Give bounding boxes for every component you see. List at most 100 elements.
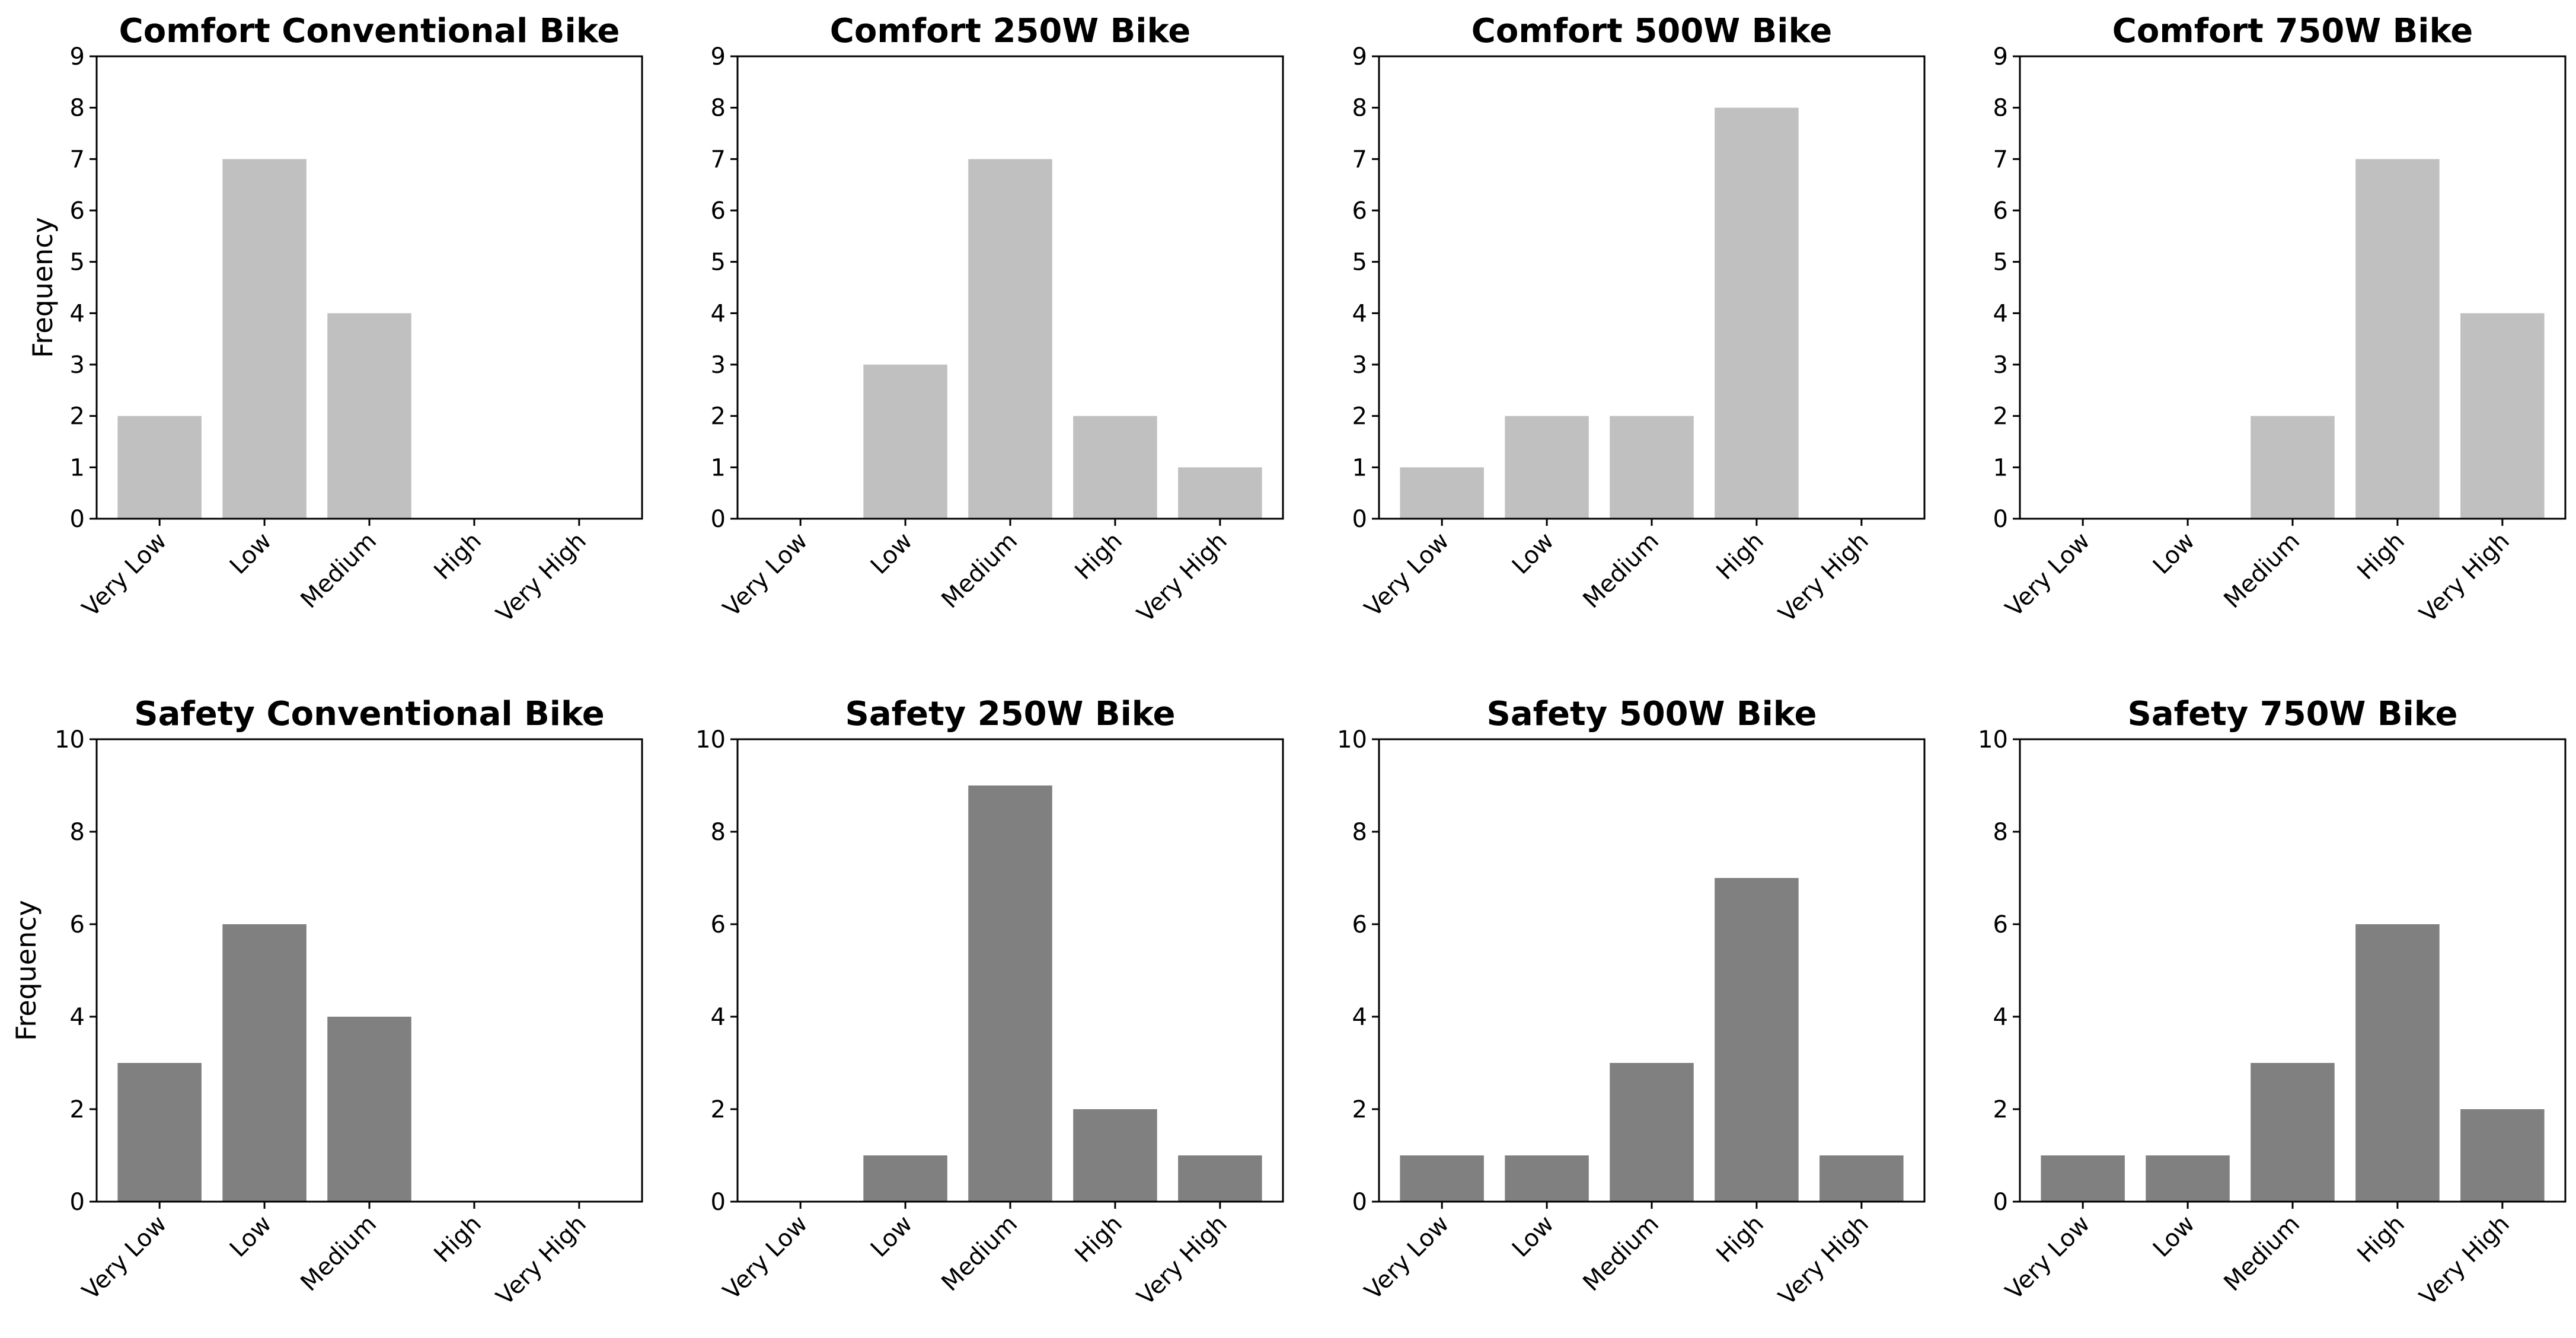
y-tick-label: 1 <box>1993 454 2008 481</box>
y-tick-label: 0 <box>1993 506 2008 533</box>
chart-panel-7: 0 2 4 6 8 10 Very Low Low Medium High Very High Saf… <box>1337 695 1926 1311</box>
x-tick-label: Low <box>2148 528 2200 580</box>
y-tick-label: 4 <box>711 1004 726 1031</box>
x-tick-label: Very High <box>1773 528 1873 628</box>
x-tick-label: High <box>1711 1211 1769 1269</box>
x-tick-label: Very Low <box>718 1211 813 1305</box>
bar-medium <box>327 313 411 519</box>
bar-low <box>863 1155 947 1202</box>
bar-high <box>2355 924 2440 1202</box>
x-tick-label: Low <box>1507 1211 1559 1263</box>
bar-medium <box>968 159 1052 519</box>
x-tick-label: Medium <box>2219 1211 2305 1297</box>
chart-panel-1: 0 1 2 3 4 5 6 7 8 9 Very Low Low Medium High Very High… <box>27 12 643 628</box>
y-tick-label: 0 <box>711 506 726 533</box>
y-tick-label: 2 <box>70 1096 85 1123</box>
y-tick-label: 4 <box>1352 300 1367 327</box>
y-tick-label: 6 <box>70 911 85 938</box>
y-tick-label: 4 <box>70 1004 85 1031</box>
x-tick-label: Medium <box>1578 1211 1664 1297</box>
x-tick-label: High <box>2352 1211 2410 1269</box>
y-tick-label: 2 <box>1993 1096 2008 1123</box>
y-tick-label: 4 <box>711 300 726 327</box>
y-tick-label: 6 <box>711 911 726 938</box>
x-tick-label: Very High <box>1132 1211 1232 1311</box>
y-tick-label: 7 <box>1352 146 1367 173</box>
y-tick-label: 9 <box>1993 43 2008 71</box>
y-tick-label: 8 <box>1352 95 1367 122</box>
x-tick-label: Medium <box>936 528 1023 614</box>
x-tick-label: High <box>2352 528 2410 586</box>
bar-high <box>1073 416 1157 519</box>
bar-high <box>1715 107 1799 519</box>
y-tick-label: 6 <box>1352 197 1367 225</box>
chart-panel-6: 0 2 4 6 8 10 Very Low Low Medium High Very High Saf… <box>695 695 1284 1311</box>
y-tick-label: 2 <box>711 1096 726 1123</box>
bar-very-high <box>1178 467 1262 519</box>
y-tick-label: 2 <box>1352 403 1367 430</box>
bar-very-high <box>1820 1155 1904 1202</box>
x-tick-label: Very High <box>2414 1211 2514 1311</box>
x-tick-label: Very Low <box>1359 528 1454 622</box>
chart-panel-8: 0 2 4 6 8 10 Very Low Low Medium High Very High Saf… <box>1978 695 2567 1311</box>
bar-low <box>863 365 947 519</box>
y-tick-label: 10 <box>695 726 726 753</box>
x-tick-label: Low <box>225 528 277 580</box>
x-tick-label: High <box>429 1211 487 1269</box>
x-tick-label: Very High <box>1773 1211 1873 1311</box>
y-tick-label: 3 <box>70 352 85 379</box>
chart-title: Safety 750W Bike <box>2128 695 2458 733</box>
y-tick-label: 3 <box>1352 352 1367 379</box>
y-axis-label: Frequency <box>27 217 59 358</box>
y-tick-label: 9 <box>711 43 726 71</box>
y-tick-label: 10 <box>1337 726 1367 753</box>
chart-title: Safety 250W Bike <box>845 695 1176 733</box>
y-tick-label: 8 <box>711 819 726 846</box>
y-tick-label: 8 <box>711 95 726 122</box>
y-tick-label: 1 <box>70 454 85 481</box>
bar-high <box>1073 1109 1157 1202</box>
bar-medium <box>2251 1063 2335 1202</box>
y-tick-label: 10 <box>55 726 85 753</box>
chart-title: Safety Conventional Bike <box>134 695 604 733</box>
bar-very-low <box>1400 467 1484 519</box>
x-tick-label: Very High <box>491 528 591 628</box>
y-tick-label: 7 <box>711 146 726 173</box>
y-tick-label: 5 <box>1993 249 2008 276</box>
x-tick-label: Very Low <box>718 528 813 622</box>
y-tick-label: 8 <box>70 819 85 846</box>
bar-high <box>1715 878 1799 1202</box>
x-tick-label: Very Low <box>2000 1211 2095 1305</box>
chart-panel-3: 0 1 2 3 4 5 6 7 8 9 Very Low Low Medium High Very High… <box>1352 12 1926 628</box>
bar-medium <box>2251 416 2335 519</box>
chart-title: Comfort 250W Bike <box>830 12 1190 50</box>
x-tick-label: Very Low <box>77 528 172 622</box>
x-tick-label: Medium <box>2219 528 2305 614</box>
x-tick-label: Medium <box>1578 528 1664 614</box>
bar-very-low <box>2041 1155 2125 1202</box>
y-tick-label: 0 <box>70 506 85 533</box>
x-tick-label: Very Low <box>2000 528 2095 622</box>
x-tick-label: Very Low <box>1359 1211 1454 1305</box>
chart-title: Safety 500W Bike <box>1487 695 1817 733</box>
bar-very-high <box>2460 313 2545 519</box>
bar-very-low <box>1400 1155 1484 1202</box>
y-tick-label: 0 <box>1352 1189 1367 1216</box>
y-tick-label: 3 <box>1993 352 2008 379</box>
bar-very-high <box>1178 1155 1262 1202</box>
x-tick-label: High <box>429 528 487 586</box>
y-tick-label: 0 <box>711 1189 726 1216</box>
bar-low <box>222 924 307 1202</box>
y-tick-label: 6 <box>1352 911 1367 938</box>
x-tick-label: Medium <box>936 1211 1023 1297</box>
chart-panel-4: 0 1 2 3 4 5 6 7 8 9 Very Low Low Medium High Very High… <box>1993 12 2567 628</box>
bar-very-high <box>2460 1109 2545 1202</box>
bar-medium <box>327 1017 411 1202</box>
x-tick-label: Low <box>225 1211 277 1263</box>
y-tick-label: 4 <box>1993 300 2008 327</box>
y-tick-label: 6 <box>70 197 85 225</box>
bar-low <box>222 159 307 519</box>
bar-very-low <box>117 416 202 519</box>
x-tick-label: High <box>1070 1211 1128 1269</box>
y-tick-label: 1 <box>1352 454 1367 481</box>
